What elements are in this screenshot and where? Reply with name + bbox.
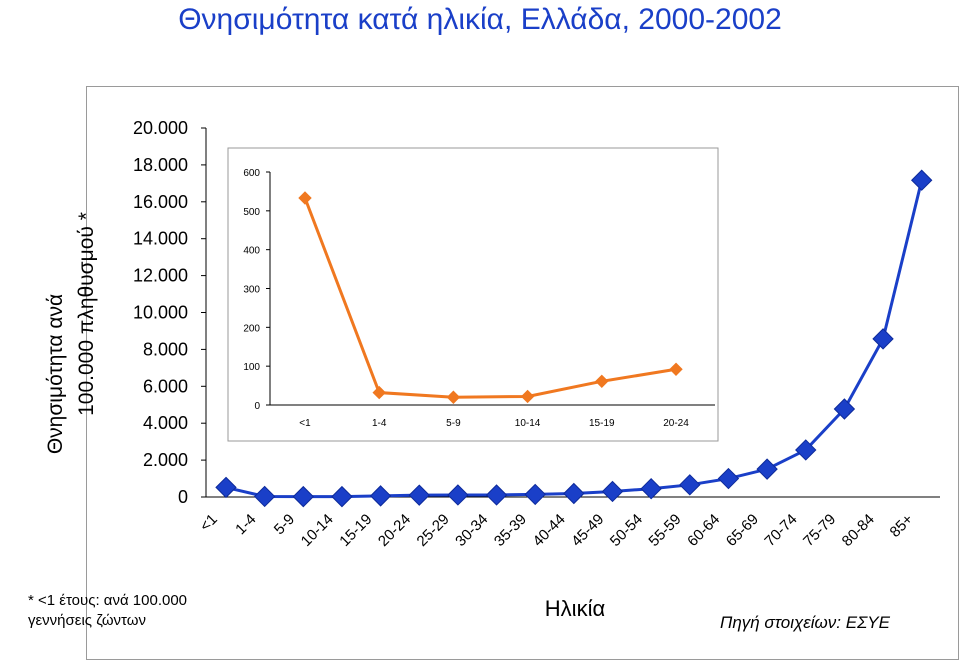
y-tick-label: 0 [178, 487, 188, 507]
y-tick-label: 4.000 [143, 413, 188, 433]
inset-data-point-marker [595, 374, 609, 389]
x-tick-label: 50-54 [607, 511, 646, 550]
data-point-marker [485, 484, 508, 506]
y-axis-title: Θνησιμότητα ανά 100.000 πληθυσμού * [44, 212, 98, 454]
x-tick-label: 85+ [887, 511, 917, 541]
data-point-marker [563, 482, 585, 505]
x-tick-label: 5-9 [271, 511, 298, 538]
y-tick-label: 12.000 [133, 266, 188, 286]
y-axis-title-line2: 100.000 πληθυσμού * [75, 212, 98, 416]
inset-x-tick-label: 10-14 [515, 418, 541, 429]
inset-y-tick-label: 300 [243, 285, 260, 296]
x-tick-label: 25-29 [414, 511, 453, 550]
footnote-line2: γεννήσεις ζώντων [28, 612, 146, 629]
footnote-line1: * <1 έτους: ανά 100.000 [28, 592, 187, 609]
y-tick-label: 2.000 [143, 450, 188, 470]
x-axis-title: Ηλικία [545, 596, 606, 621]
inset-x-tick-label: 20-24 [663, 418, 689, 429]
x-tick-label: <1 [197, 511, 221, 535]
y-tick-label: 10.000 [133, 303, 188, 323]
y-tick-label: 20.000 [133, 118, 188, 138]
inset-y-tick-label: 200 [243, 323, 260, 334]
inset-data-point-marker [372, 385, 386, 400]
x-tick-label: 60-64 [684, 511, 723, 550]
data-point-marker [447, 484, 469, 506]
inset-data-point-marker [298, 191, 312, 205]
inset-x-tick-label: 1-4 [372, 418, 387, 429]
y-tick-label: 8.000 [143, 339, 188, 359]
data-point-marker [910, 169, 933, 191]
x-tick-label: 30-34 [452, 511, 491, 550]
x-tick-label: 70-74 [761, 511, 800, 550]
data-point-marker [253, 485, 276, 508]
source-note: Πηγή στοιχείων: ΕΣΥΕ [720, 613, 891, 632]
y-tick-label: 18.000 [133, 155, 188, 175]
inset-data-point-marker [669, 362, 683, 376]
data-point-marker [679, 474, 701, 496]
data-point-marker [833, 398, 856, 420]
inset-x-tick-label: <1 [299, 418, 311, 429]
data-point-marker [331, 485, 353, 508]
y-axis-title-line1: Θνησιμότητα ανά [44, 294, 67, 454]
inset-series-line [303, 197, 677, 399]
inset-y-tick-label: 600 [243, 168, 260, 179]
x-tick-label: 45-49 [568, 511, 607, 550]
data-point-marker [640, 477, 662, 500]
x-tick-label: 15-19 [336, 511, 375, 550]
y-tick-label: 14.000 [133, 229, 188, 249]
data-point-marker [601, 480, 624, 503]
inset-y-tick-label: 400 [243, 246, 260, 257]
y-tick-label: 16.000 [133, 192, 188, 212]
inset-x-tick-label: 5-9 [446, 418, 461, 429]
page-title: Θνησιμότητα κατά ηλικία, Ελλάδα, 2000-20… [178, 3, 782, 36]
x-tick-label: 75-79 [800, 511, 839, 550]
data-point-marker [795, 439, 817, 461]
data-point-marker [524, 483, 546, 506]
x-tick-label: 55-59 [645, 511, 684, 550]
x-tick-label: 10-14 [298, 511, 337, 550]
inset-x-tick-label: 15-19 [589, 418, 615, 429]
x-tick-label: 35-39 [491, 511, 530, 550]
data-point-marker [292, 485, 315, 508]
x-tick-label: 80-84 [839, 511, 878, 550]
data-point-marker [872, 328, 894, 350]
data-point-marker [717, 467, 740, 490]
data-point-marker [215, 476, 237, 499]
inset-data-point-marker [520, 389, 535, 404]
inset-y-tick-label: 100 [243, 362, 260, 373]
x-tick-label: 40-44 [530, 511, 569, 550]
data-point-marker [369, 485, 392, 507]
x-tick-label: 20-24 [375, 511, 414, 550]
inset-data-point-marker [446, 390, 461, 404]
inset-y-tick-label: 500 [243, 207, 260, 218]
data-point-marker [408, 484, 430, 506]
x-tick-label: 1-4 [232, 511, 259, 538]
data-point-marker [756, 458, 778, 480]
y-tick-label: 6.000 [143, 376, 188, 396]
inset-y-tick-label: 0 [254, 401, 260, 412]
x-tick-label: 65-69 [723, 511, 762, 550]
